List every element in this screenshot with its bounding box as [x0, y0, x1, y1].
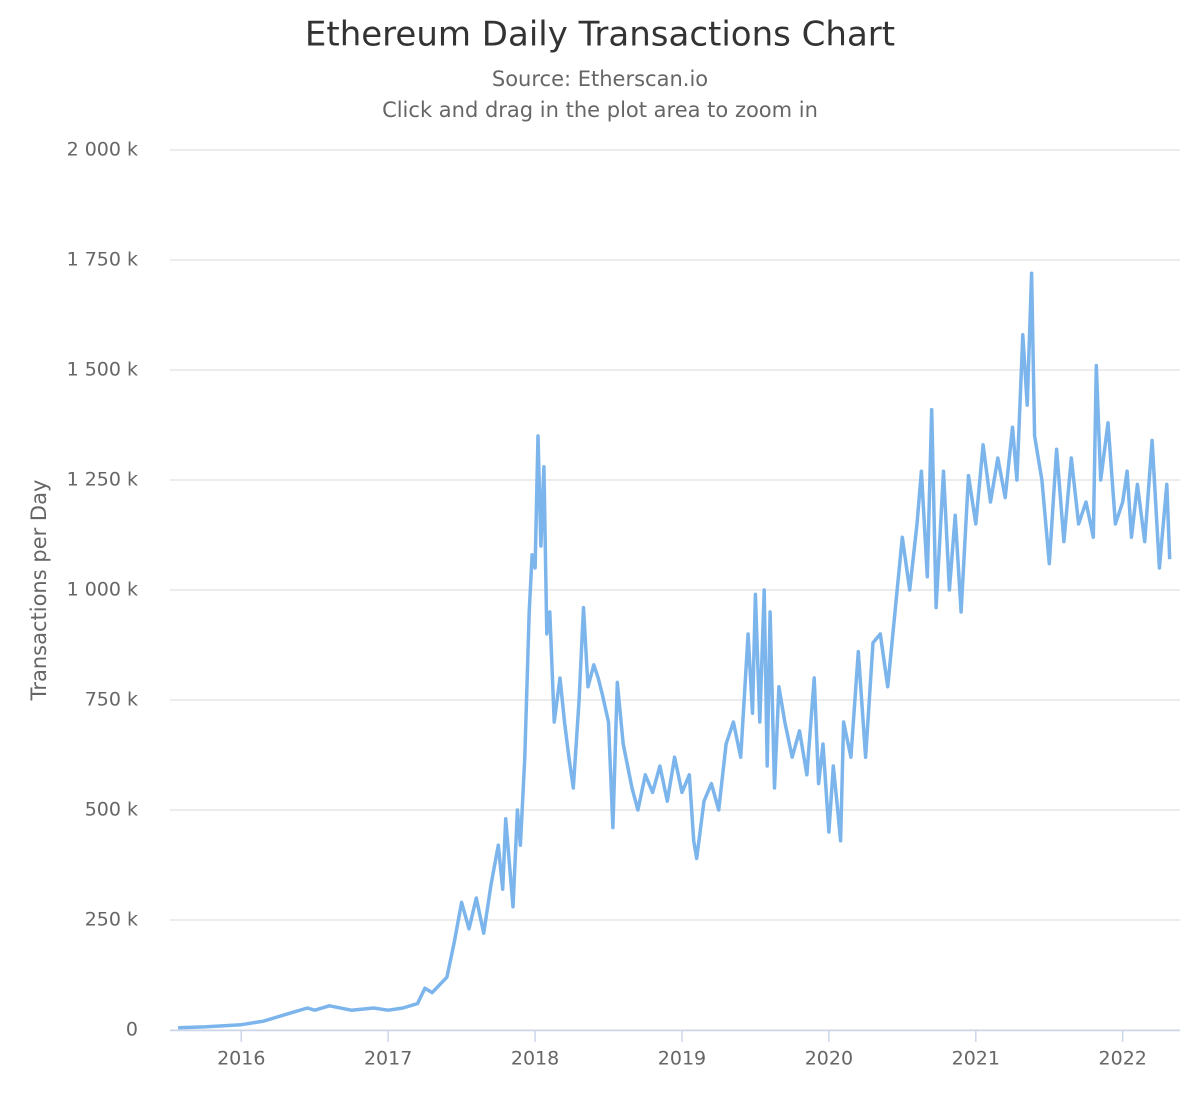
y-axis-title: Transactions per Day: [27, 480, 51, 702]
y-tick-label: 1 750 k: [67, 249, 138, 271]
x-tick-label: 2019: [658, 1048, 706, 1070]
x-tick-label: 2020: [805, 1048, 853, 1070]
data-line: [178, 271, 1172, 1030]
y-tick-label: 2 000 k: [67, 139, 138, 161]
y-tick-label: 1 500 k: [67, 359, 138, 381]
x-tick-label: 2017: [364, 1048, 412, 1070]
x-tick-label: 2022: [1099, 1048, 1147, 1070]
x-tick-label: 2018: [511, 1048, 559, 1070]
x-tick-label: 2021: [952, 1048, 1000, 1070]
y-tick-label: 750 k: [85, 689, 138, 711]
chart-note: Click and drag in the plot area to zoom …: [382, 98, 818, 122]
y-tick-label: 500 k: [85, 799, 138, 821]
y-tick-label: 1 000 k: [67, 579, 138, 601]
chart-subtitle: Source: Etherscan.io: [492, 67, 708, 91]
y-tick-label: 1 250 k: [67, 469, 138, 491]
x-tick-label: 2016: [217, 1048, 265, 1070]
chart-title: Ethereum Daily Transactions Chart: [305, 15, 895, 55]
y-tick-label: 0: [126, 1019, 138, 1041]
y-tick-label: 250 k: [85, 909, 138, 931]
